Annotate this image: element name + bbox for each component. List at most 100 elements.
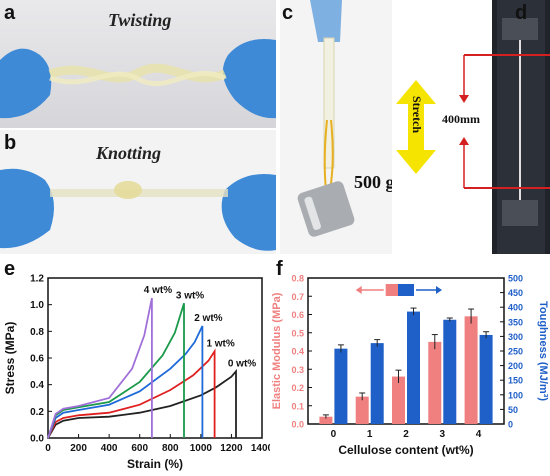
y-tick-label-right: 150 [508,376,523,386]
y-tick-label: 0.4 [30,380,44,391]
series-annotation: 0 wt% [228,358,256,369]
y-tick-label-left: 0.5 [291,328,304,338]
glove-right [221,174,276,251]
x-tick-label: 3 [440,429,446,440]
y-tick-label-right: 50 [508,405,518,415]
y-tick-label: 1.2 [30,274,44,285]
glove-left [0,168,54,249]
panel-a-photo: a Twisting [0,0,276,128]
y-tick-label: 0.2 [30,407,44,418]
y-tick-label-left: 0.4 [291,347,304,357]
tensile-tester-photo [392,0,550,254]
modulus-bar [428,341,442,424]
x-tick-label: 2 [403,429,409,440]
panel-label-a: a [4,2,16,24]
modulus-bar [464,316,478,424]
series-line [47,297,153,439]
x-tick-label: 1 [367,429,373,440]
y-tick-label-left: 0.6 [291,310,304,320]
series-line [47,348,216,439]
x-tick-label: 0 [331,429,337,440]
x-tick-label: 4 [476,429,482,440]
knotting-photo [0,130,276,254]
toughness-bar [479,334,493,424]
modulus-bar [355,396,369,424]
gauge-length-label: 400mm [442,112,480,126]
toughness-bar [370,343,384,424]
y-tick-label-right: 300 [508,332,523,342]
panel-label-f: f [276,258,283,280]
x-tick-label: 800 [162,443,179,454]
toughness-bar [407,311,420,424]
right-axis-arrowhead [436,286,442,294]
y-tick-label-left: 0.7 [291,292,304,302]
y-tick-label-right: 100 [508,390,523,400]
panel-f: f 0 1 2 3 4 0.0 0.1 0.2 0.3 0.4 0.5 0.6 0.7 0.8 0 50 100… [268,258,550,476]
x-tick-label: 400 [101,443,118,454]
stretch-label: Stretch [410,96,424,134]
panel-e: e 02004006008001000120014000.00.20.40.60… [0,258,270,476]
panel-label-c: c [282,2,294,24]
stretch-arrow [396,80,436,174]
y-tick-label-left: 0.3 [291,365,304,375]
panel-label-e: e [4,258,16,280]
x-axis-label: Cellulose content (wt%) [338,443,473,457]
panel-b-photo: b Knotting [0,130,276,254]
series-line [47,368,237,439]
modulus-bar [319,416,333,424]
panel-label-b: b [4,132,17,154]
y-tick-label-left: 0.1 [291,401,304,411]
film-strip [323,37,335,169]
lower-clamp [502,200,538,226]
y-tick-label: 0.6 [30,354,44,365]
glove-hand [310,0,342,42]
y-tick-label-right: 200 [508,361,523,371]
panel-d: d Stretch 400mm [392,0,550,254]
twisting-caption: Twisting [108,10,172,30]
y-tick-label-right: 450 [508,288,523,298]
y-tick-label-left: 0.0 [291,420,304,430]
x-tick-label: 0 [45,443,51,454]
y-tick-label-right: 500 [508,274,523,284]
y-tick-label: 1.0 [30,300,44,311]
twisting-photo [0,0,276,128]
series-line [47,303,185,439]
left-axis-arrowhead [355,286,362,294]
x-tick-label: 600 [131,443,148,454]
y-tick-label-right: 350 [508,317,523,327]
series-annotation: 1 wt% [206,338,234,349]
legend-swatch-modulus [385,284,402,296]
series-line [47,325,204,439]
x-tick-label: 1000 [190,443,213,454]
upper-clamp [502,18,538,40]
toughness-bar [334,348,348,424]
x-tick-label: 200 [70,443,87,454]
legend-swatch-toughness [398,284,414,296]
toughness-bar [443,319,457,424]
weight-500g [297,181,355,237]
series-annotation: 4 wt% [144,285,172,296]
y-tick-label-left: 0.8 [291,274,304,284]
series-annotation: 3 wt% [176,290,204,301]
y-axis-label-right: Toughness (MJ/m³) [537,301,549,401]
modulus-bar [392,376,405,424]
series-annotation: 2 wt% [194,313,222,324]
y-tick-label-right: 0 [508,420,513,430]
y-tick-label-right: 250 [508,347,523,357]
x-axis-label: Strain (%) [127,457,183,471]
y-axis-label: Stress (MPa) [3,322,17,395]
knot [114,181,142,199]
knotting-caption: Knotting [96,143,162,163]
y-tick-label-right: 400 [508,303,523,313]
y-axis-label-left: Elastic Modulus (MPa) [271,292,283,409]
twisted-film [48,63,227,83]
panel-label-d: d [515,2,528,24]
modulus-toughness-chart: 0 1 2 3 4 0.0 0.1 0.2 0.3 0.4 0.5 0.6 0.7 0.8 0 50 100 15… [271,274,549,458]
glove-left [0,48,52,119]
x-tick-label: 1200 [220,443,243,454]
y-tick-label: 0.8 [30,327,44,338]
glove-right [222,39,276,119]
y-tick-label-left: 0.2 [291,383,304,393]
